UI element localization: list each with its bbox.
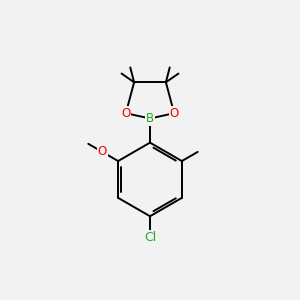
Text: B: B — [146, 112, 154, 125]
Text: O: O — [169, 107, 179, 120]
Text: O: O — [98, 146, 107, 158]
Text: O: O — [121, 107, 130, 120]
Text: Cl: Cl — [144, 231, 156, 244]
